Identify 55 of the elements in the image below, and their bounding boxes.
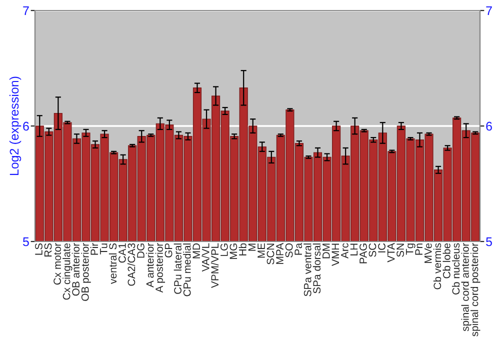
x-tick-label: PAG (360, 244, 367, 264)
x-tick-label: CA2/CA3 (127, 243, 136, 286)
x-tick-label: LH (350, 244, 358, 256)
x-tick-label: MD (192, 243, 200, 258)
x-tick-label: Pa (294, 242, 302, 255)
x-tick-label: VPM/VPL (210, 243, 219, 288)
x-tick-label: Pn (415, 244, 422, 255)
x-tick-label: SPa ventral (304, 244, 312, 296)
x-tick-label: Cb vermis (433, 243, 442, 290)
y-tick-label: 5 (22, 237, 29, 246)
x-tick-label: Tu (100, 244, 108, 254)
x-tick-label: spinal cord posterior (470, 243, 480, 336)
x-tick-label: MPA (276, 242, 284, 264)
x-tick-label: spinal cord anterior (461, 243, 471, 332)
x-tick-label: Tg (406, 244, 416, 255)
x-tick-label: Cx cingulate (62, 243, 72, 300)
y-axis-title: Log2 (expression) (9, 76, 22, 175)
x-tick-label: Cb lobe (442, 243, 450, 278)
x-tick-label: RS (44, 243, 52, 257)
x-tick-label: A posterior (155, 243, 166, 293)
x-tick-label: Arc (341, 243, 348, 258)
x-tick-label: VTA (387, 242, 395, 262)
x-tick-label: ventral S (108, 243, 117, 284)
x-tick-label: SO (285, 243, 293, 258)
y2-tick-label: 6 (486, 122, 492, 131)
x-tick-label: LS (35, 243, 42, 255)
x-tick-label: SN (396, 244, 404, 257)
x-tick-label: Pir (90, 243, 98, 255)
x-tick-label: CPu medial (183, 244, 191, 296)
x-tick-label: VMH (332, 244, 339, 266)
x-tick-label: IC (378, 243, 386, 252)
x-tick-label: A anterior (146, 243, 154, 288)
x-tick-label: Cb nucleus (452, 243, 460, 294)
x-tick-label: DM (322, 244, 330, 258)
x-tick-label: CA1 (118, 243, 126, 263)
x-tick-label: OB anterior (72, 243, 80, 296)
x-tick-label: SPa dorsal (312, 244, 321, 294)
x-tick-label: GP (164, 243, 172, 258)
x-tick-label: MVe (424, 243, 432, 263)
y2-tick-label: 7 (486, 6, 492, 16)
x-tick-label: CPu lateral (174, 244, 182, 294)
x-tick-label: Hb (238, 243, 246, 256)
y2-tick-label: 5 (486, 237, 492, 246)
x-tick-label: DG (137, 244, 144, 258)
x-tick-label: ME (258, 243, 265, 258)
x-tick-label: MG (230, 244, 238, 259)
x-tick-label: Cx motor (54, 243, 61, 285)
x-tick-label: SC (368, 243, 376, 257)
y-tick-label: 6 (23, 122, 29, 131)
x-tick-label: M (248, 244, 256, 251)
x-tick-label: VA/VL (202, 243, 210, 272)
y-tick-label: 7 (23, 6, 29, 16)
x-tick-label: OB posterior (81, 243, 91, 301)
x-tick-label: SCN (266, 244, 274, 264)
x-tick-label: LG (220, 244, 228, 256)
